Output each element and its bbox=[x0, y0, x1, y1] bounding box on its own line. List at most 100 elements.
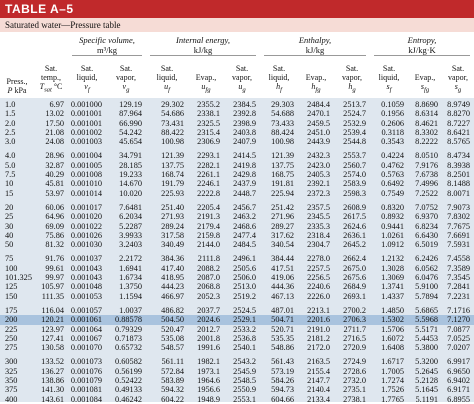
symbol: h bbox=[311, 82, 316, 92]
cell: 1.0037 bbox=[119, 305, 142, 315]
header-symbol-line: P kPa bbox=[0, 86, 34, 95]
cell: 1.6408 bbox=[381, 343, 404, 353]
cell: 2423.0 bbox=[307, 160, 330, 170]
cell: 21.08 bbox=[45, 127, 64, 137]
table-row: 375 141.30 0.001081 0.49133 594.32 1956.6 2550… bbox=[0, 385, 474, 394]
cell: 150 bbox=[5, 291, 18, 301]
cell: 99.61 bbox=[45, 263, 64, 273]
cell: 0.3118 bbox=[381, 127, 404, 137]
table-row: 10 45.81 0.001010 14.670 191.79 2246.1 2437.9 1… bbox=[0, 179, 474, 188]
header-symbol-line: ug bbox=[224, 82, 260, 95]
cell: 2732.0 bbox=[343, 376, 366, 386]
cell: 5.5171 bbox=[415, 324, 438, 334]
cell: 0.1956 bbox=[381, 109, 404, 119]
cell: 225.93 bbox=[161, 188, 184, 198]
cell: 2540.1 bbox=[233, 343, 256, 353]
cell: 15 bbox=[5, 188, 14, 198]
cell: 317.58 bbox=[161, 230, 184, 240]
symbol-subscript: fg bbox=[423, 87, 430, 94]
cell: 2728.6 bbox=[343, 366, 366, 376]
row-group: 300 133.52 0.001073 0.60582 561.11 1982.1 2543… bbox=[0, 357, 474, 403]
cell: 573.19 bbox=[271, 366, 294, 376]
cell: 143.61 bbox=[41, 394, 64, 404]
symbol: h bbox=[276, 82, 281, 92]
header-symbol-line: sg bbox=[442, 82, 474, 95]
cell: 7.8302 bbox=[447, 212, 470, 222]
group-header: Specific volume, m³/kg bbox=[72, 32, 142, 56]
cell: 0.001053 bbox=[70, 291, 102, 301]
cell: 2147.7 bbox=[307, 376, 330, 386]
cell: 535.08 bbox=[161, 333, 184, 343]
group-title: Specific volume, bbox=[79, 35, 135, 45]
cell: 0.001004 bbox=[70, 151, 102, 161]
cell: 0.7549 bbox=[381, 188, 404, 198]
table-row: 7.5 40.29 0.001008 19.233 168.74 2261.1 2429.8… bbox=[0, 170, 474, 179]
table-row: 175 116.04 0.001057 1.0037 486.82 2037.7 2524.… bbox=[0, 306, 474, 315]
cell: 2304.7 bbox=[307, 240, 330, 250]
cell: 2724.9 bbox=[343, 357, 366, 367]
cell: 2524.5 bbox=[233, 305, 256, 315]
cell: 24.08 bbox=[45, 137, 64, 147]
cell: 2645.2 bbox=[343, 240, 366, 250]
cell: 111.35 bbox=[41, 291, 64, 301]
table-row: 3.0 24.08 0.001003 45.654 100.98 2306.9 2407.9… bbox=[0, 137, 474, 146]
cell: 8.8690 bbox=[415, 100, 438, 109]
cell: 2201.6 bbox=[307, 315, 330, 325]
table-row: 30 69.09 0.001022 5.2287 289.24 2179.4 2468.6 2… bbox=[0, 222, 474, 231]
cell: 225.94 bbox=[271, 188, 294, 198]
cell: 5.3800 bbox=[415, 343, 438, 353]
column-header: Sat. vapor, sg bbox=[442, 64, 474, 98]
cell: 1.2132 bbox=[381, 254, 404, 264]
cell: 191.79 bbox=[161, 179, 184, 189]
header-line: liquid, bbox=[76, 73, 98, 83]
cell: 2711.7 bbox=[343, 324, 366, 334]
cell: 2506.0 bbox=[233, 273, 256, 283]
cell: 535.35 bbox=[271, 333, 294, 343]
cell: 0.60582 bbox=[115, 357, 142, 367]
cell: 2463.2 bbox=[233, 212, 256, 222]
cell: 2191.0 bbox=[307, 324, 330, 334]
cell: 8.2222 bbox=[415, 137, 438, 147]
cell: 105.97 bbox=[41, 282, 64, 292]
cell: 1.7005 bbox=[381, 366, 404, 376]
cell: 73.431 bbox=[161, 118, 184, 128]
cell: 6.5019 bbox=[415, 240, 438, 250]
cell: 138.86 bbox=[41, 376, 64, 386]
group-title: Internal energy, bbox=[176, 35, 230, 45]
row-group: 175 116.04 0.001057 1.0037 486.82 2037.7 2524.… bbox=[0, 306, 474, 352]
cell: 520.71 bbox=[271, 324, 294, 334]
cell: 2.5 bbox=[5, 127, 16, 137]
cell: 8.1488 bbox=[447, 179, 470, 189]
cell: 2278.0 bbox=[307, 254, 330, 264]
cell: 251.40 bbox=[161, 202, 184, 212]
cell: 604.66 bbox=[271, 394, 294, 404]
cell: 561.11 bbox=[161, 357, 184, 367]
group-header: Internal energy, kJ/kg bbox=[150, 32, 256, 56]
symbol-subscript: g bbox=[126, 87, 130, 94]
column-header: Sat. liquid, sf bbox=[370, 64, 408, 98]
cell: 2505.6 bbox=[233, 263, 256, 273]
cell: 2.0 bbox=[5, 118, 16, 128]
cell: 2700.2 bbox=[343, 305, 366, 315]
cell: 2529.1 bbox=[233, 315, 256, 325]
cell: 0.001010 bbox=[70, 179, 102, 189]
cell: 2532.9 bbox=[343, 118, 366, 128]
cell: 0.8320 bbox=[381, 202, 404, 212]
cell: 2662.4 bbox=[343, 254, 366, 264]
symbol-subscript: g bbox=[242, 87, 246, 94]
column-header: Sat. vapor, ug bbox=[224, 64, 260, 98]
cell: 6.8955 bbox=[447, 394, 470, 404]
cell: 13.02 bbox=[45, 109, 64, 119]
cell: 594.32 bbox=[161, 385, 184, 395]
cell: 6.2034 bbox=[119, 212, 142, 222]
cell: 50 bbox=[5, 240, 14, 250]
group-title: Enthalpy, bbox=[298, 35, 332, 45]
header-line: Evap., bbox=[195, 73, 217, 83]
cell: 0.001037 bbox=[70, 254, 102, 264]
table-row: 150 111.35 0.001053 1.1594 466.97 2052.3 2519.… bbox=[0, 292, 474, 301]
cell: 0.001081 bbox=[70, 385, 102, 395]
cell: 2282.1 bbox=[197, 160, 220, 170]
cell: 100.98 bbox=[161, 137, 184, 147]
header-line: Sat. bbox=[80, 64, 94, 74]
cell: 7.3589 bbox=[447, 263, 470, 273]
